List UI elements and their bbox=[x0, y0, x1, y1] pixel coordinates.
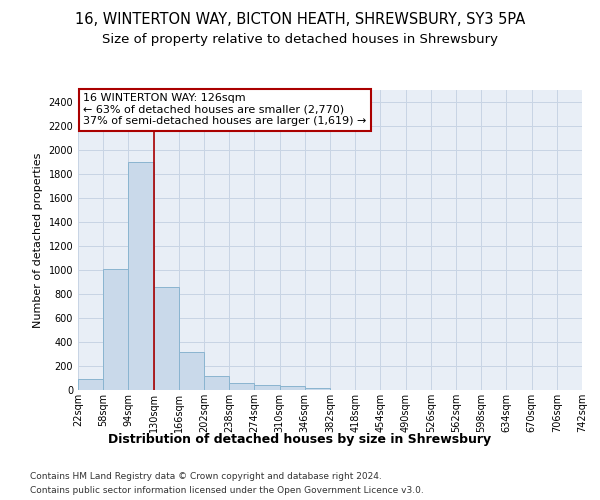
Bar bbox=[280, 386, 305, 390]
Text: 16, WINTERTON WAY, BICTON HEATH, SHREWSBURY, SY3 5PA: 16, WINTERTON WAY, BICTON HEATH, SHREWSB… bbox=[75, 12, 525, 28]
Bar bbox=[305, 388, 330, 390]
Bar bbox=[229, 384, 254, 390]
Text: Contains public sector information licensed under the Open Government Licence v3: Contains public sector information licen… bbox=[30, 486, 424, 495]
Text: Size of property relative to detached houses in Shrewsbury: Size of property relative to detached ho… bbox=[102, 32, 498, 46]
Bar bbox=[179, 352, 204, 390]
Bar bbox=[204, 376, 229, 390]
Bar bbox=[78, 378, 103, 390]
Y-axis label: Number of detached properties: Number of detached properties bbox=[33, 152, 43, 328]
Bar bbox=[254, 384, 280, 390]
Bar bbox=[128, 162, 154, 390]
Text: Distribution of detached houses by size in Shrewsbury: Distribution of detached houses by size … bbox=[109, 432, 491, 446]
Bar bbox=[103, 269, 128, 390]
Text: 16 WINTERTON WAY: 126sqm
← 63% of detached houses are smaller (2,770)
37% of sem: 16 WINTERTON WAY: 126sqm ← 63% of detach… bbox=[83, 93, 367, 126]
Text: Contains HM Land Registry data © Crown copyright and database right 2024.: Contains HM Land Registry data © Crown c… bbox=[30, 472, 382, 481]
Bar bbox=[154, 287, 179, 390]
